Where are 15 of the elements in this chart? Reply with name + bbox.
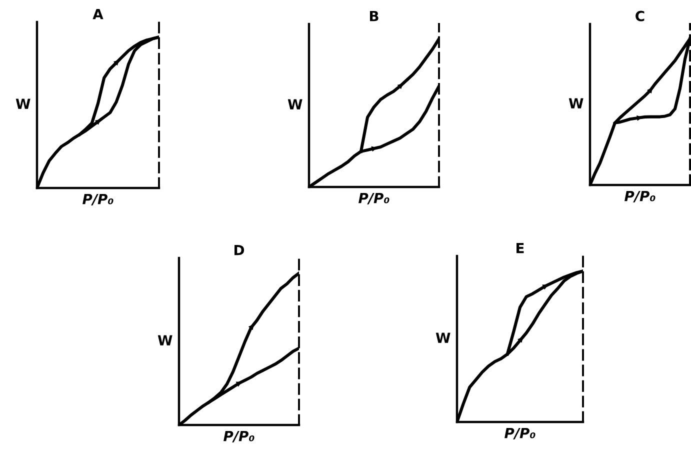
x-axis-title: P/P₀ — [358, 192, 390, 204]
x-axis-title: P/P₀ — [504, 428, 536, 440]
chart-title: A — [92, 8, 104, 20]
x-axis-title: P/P₀ — [82, 194, 114, 206]
y-axis-title: W — [568, 98, 584, 108]
y-axis-title: W — [288, 99, 302, 110]
chart-title: C — [636, 10, 644, 22]
x-axis-title: P/P₀ — [224, 430, 254, 442]
chart-title: D — [234, 244, 244, 256]
y-axis-title: W — [436, 332, 450, 343]
y-axis-title: W — [158, 335, 172, 346]
chart-title: E — [516, 242, 524, 254]
x-axis-title: P/P₀ — [624, 190, 656, 202]
chart-title: B — [370, 10, 378, 22]
y-axis-title: W — [16, 98, 30, 109]
